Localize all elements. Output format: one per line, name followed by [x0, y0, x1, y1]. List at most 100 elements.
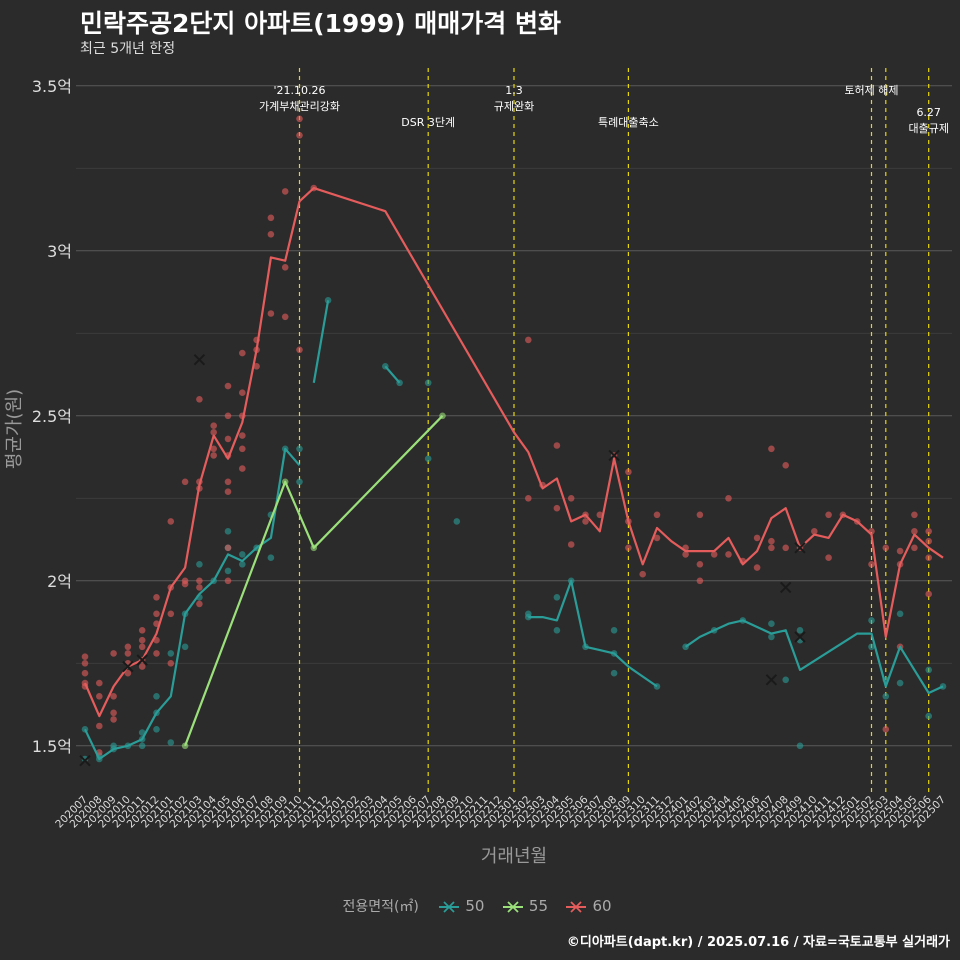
data-point-60	[110, 650, 117, 657]
data-point-60	[911, 528, 918, 535]
data-point-60	[81, 653, 89, 660]
series-line-50	[684, 619, 944, 695]
data-point-60	[281, 313, 289, 321]
data-point-50	[81, 755, 89, 763]
legend-label-60: 60	[592, 897, 612, 915]
data-point-60	[625, 468, 632, 476]
source-caption: ©디아파트(dapt.kr) / 2025.07.16 / 자료=국토교통부 실…	[566, 935, 950, 950]
data-point-50	[925, 666, 932, 674]
x-mark-60	[122, 660, 134, 673]
data-point-50	[296, 478, 303, 486]
data-point-50	[181, 643, 189, 651]
data-point-50	[610, 669, 618, 677]
data-point-60	[124, 669, 132, 677]
data-point-60	[710, 551, 718, 558]
data-point-60	[768, 537, 775, 545]
legend-swatch-55	[502, 901, 523, 913]
policy-event-label: 6.27	[916, 106, 941, 119]
data-point-60	[725, 551, 732, 558]
data-point-50	[153, 693, 160, 700]
data-point-60	[267, 214, 275, 222]
data-point-60	[210, 445, 217, 453]
data-point-60	[167, 660, 175, 667]
data-point-60	[239, 432, 246, 439]
data-point-60	[138, 627, 146, 634]
data-point-50	[768, 620, 775, 627]
data-point-60	[553, 504, 561, 512]
y-axis-title: 평균가(원)	[4, 389, 25, 469]
data-point-60	[110, 709, 117, 717]
data-point-60	[782, 544, 789, 552]
y-tick-label: 2억	[47, 572, 72, 591]
y-tick-label: 3.5억	[32, 77, 72, 96]
policy-event-label: 규제완화	[494, 100, 534, 113]
data-point-50	[167, 650, 175, 657]
data-point-50	[196, 561, 203, 568]
policy-event-label: 특례대출축소	[598, 116, 659, 129]
data-point-60	[267, 231, 275, 238]
data-point-60	[138, 636, 146, 644]
data-point-50	[925, 712, 932, 720]
data-point-60	[196, 577, 203, 585]
data-point-60	[896, 547, 904, 555]
data-point-60	[925, 537, 932, 545]
data-point-50	[167, 739, 175, 746]
data-point-60	[196, 396, 203, 403]
data-point-60	[153, 594, 160, 601]
data-point-60	[911, 544, 918, 552]
data-point-50	[239, 561, 246, 568]
data-point-50	[553, 627, 561, 634]
data-point-60	[696, 577, 704, 585]
legend-label-50: 50	[465, 897, 485, 915]
policy-event-label: 대출규제	[908, 122, 948, 135]
data-point-60	[153, 610, 160, 618]
y-tick-label: 2.5억	[32, 407, 72, 426]
data-point-50	[896, 610, 904, 618]
data-point-60	[167, 610, 175, 618]
policy-event-label: 가계부채관리강화	[259, 100, 340, 113]
data-point-50	[224, 567, 232, 575]
data-point-60	[253, 363, 260, 370]
series-line-50	[312, 300, 330, 383]
data-point-60	[567, 541, 575, 548]
data-point-60	[224, 488, 232, 496]
policy-event-label: 토허제 해제	[844, 83, 898, 97]
data-point-60	[281, 188, 289, 195]
policy-event-label: DSR 3단계	[401, 116, 455, 129]
series-line-50	[84, 447, 301, 761]
series-line-50	[528, 579, 658, 688]
data-point-60	[525, 495, 532, 502]
data-point-60	[882, 726, 890, 733]
data-point-60	[81, 660, 89, 667]
data-point-60	[96, 722, 103, 730]
y-tick-label: 1.5억	[32, 737, 72, 756]
data-point-60	[124, 643, 132, 651]
x-axis-title: 거래년월	[481, 846, 547, 867]
data-point-60	[210, 429, 217, 436]
data-point-60	[224, 412, 232, 420]
policy-event-label: '21.10.26	[273, 84, 325, 97]
data-point-60	[167, 518, 175, 525]
legend-title: 전용면적(㎡)	[342, 899, 419, 915]
data-point-60	[296, 346, 303, 354]
x-mark-60	[136, 654, 148, 666]
data-point-60	[224, 544, 232, 552]
legend: 전용면적(㎡) 50 55 60	[0, 896, 960, 916]
data-point-60	[224, 435, 232, 443]
data-point-50	[768, 633, 775, 641]
data-point-60	[625, 544, 632, 552]
data-point-60	[224, 382, 232, 390]
data-point-60	[196, 584, 203, 591]
data-point-60	[267, 310, 275, 317]
legend-label-55: 55	[528, 897, 548, 915]
data-point-60	[696, 511, 704, 519]
data-point-60	[639, 570, 646, 578]
data-point-50	[153, 726, 160, 733]
x-mark-50	[765, 674, 778, 686]
data-point-60	[296, 132, 303, 139]
data-point-60	[210, 452, 217, 459]
data-point-60	[553, 442, 561, 449]
data-point-60	[768, 445, 775, 453]
legend-item-60: 60	[564, 897, 612, 915]
data-point-60	[224, 577, 232, 585]
